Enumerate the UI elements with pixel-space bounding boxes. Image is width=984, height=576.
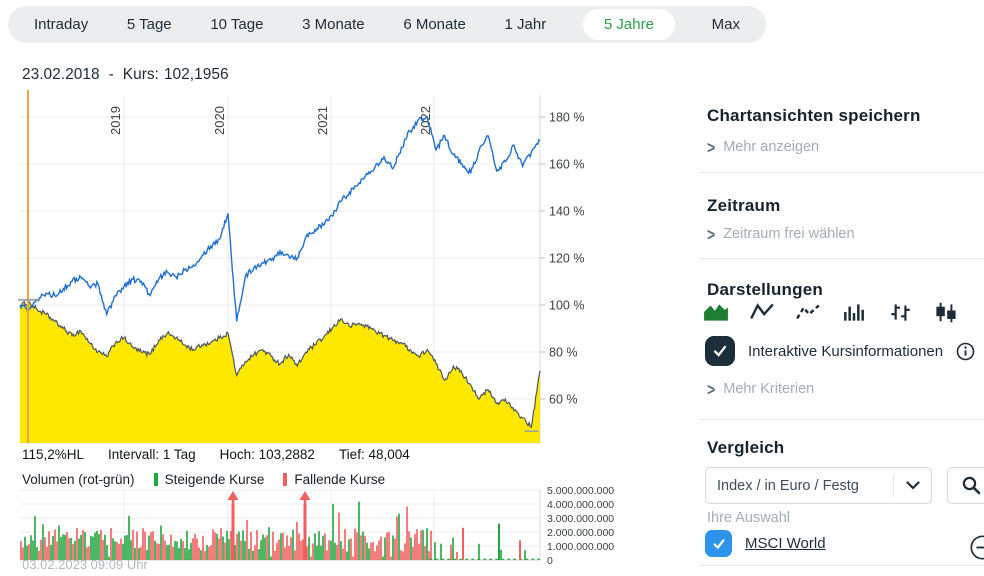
kurs-label: Kurs: — [122, 66, 159, 83]
show-more-label: Mehr anzeigen — [723, 139, 820, 155]
volume-title: Volumen (rot-grün) — [22, 472, 135, 487]
more-criteria-label: Mehr Kriterien — [723, 381, 815, 397]
volume-chart[interactable]: 5.000.000.000 4.000.000.000 3.000.000.000 2… — [0, 485, 660, 567]
msci-world-row: MSCI World — [705, 530, 826, 557]
svg-text:120 %: 120 % — [549, 252, 584, 266]
falling-swatch-icon — [283, 473, 288, 486]
divider — [700, 258, 984, 259]
kurs-value: 102,1956 — [163, 66, 229, 83]
tab-3-monate[interactable]: 3 Monate — [302, 16, 365, 33]
tab-6-monate[interactable]: 6 Monate — [403, 16, 466, 33]
line-chart-icon[interactable] — [749, 301, 775, 323]
rising-label: Steigende Kurse — [164, 472, 265, 487]
svg-text:180 %: 180 % — [549, 111, 584, 125]
divider — [893, 474, 894, 497]
vergleich-heading: Vergleich — [707, 438, 785, 457]
darstellungen-heading: Darstellungen — [707, 280, 823, 299]
divider — [700, 419, 984, 420]
chevron-down-icon — [894, 481, 931, 490]
tab-10-tage[interactable]: 10 Tage — [210, 16, 264, 33]
dashed-line-chart-icon[interactable] — [795, 301, 821, 323]
legend-falling: Fallende Kurse — [283, 472, 385, 487]
msci-world-link[interactable]: MSCI World — [745, 535, 826, 552]
svg-text:140 %: 140 % — [549, 205, 584, 219]
svg-text:2.000.000.000: 2.000.000.000 — [547, 527, 614, 539]
svg-text:4.000.000.000: 4.000.000.000 — [547, 499, 614, 511]
show-more-link[interactable]: > Mehr anzeigen — [707, 137, 820, 157]
search-icon — [961, 475, 982, 496]
quote-timestamp: 03.02.2023 09:09 Uhr — [22, 557, 148, 572]
comparison-search-button[interactable] — [947, 467, 984, 504]
svg-text:80 %: 80 % — [549, 346, 578, 360]
svg-text:5.000.000.000: 5.000.000.000 — [547, 485, 614, 497]
cursor-separator: - — [108, 66, 114, 83]
interactive-info-row: Interaktive Kursinformationen — [705, 336, 975, 366]
svg-text:2021: 2021 — [315, 106, 330, 135]
cursor-date: 23.02.2018 — [22, 66, 100, 83]
more-criteria-link[interactable]: > Mehr Kriterien — [707, 379, 815, 399]
divider — [700, 565, 984, 566]
area-chart-icon[interactable] — [703, 301, 729, 323]
free-range-label: Zeitraum frei wählen — [723, 226, 855, 242]
stat-hl: 115,2%HL — [22, 447, 85, 462]
zeitraum-heading: Zeitraum — [707, 196, 781, 215]
stat-low: Tief: 48,004 — [338, 447, 410, 462]
save-views-heading: Chartansichten speichern — [707, 106, 921, 125]
info-icon[interactable] — [956, 342, 975, 361]
comparison-select-value: Index / in Euro / Festg — [717, 477, 859, 494]
tab-intraday[interactable]: Intraday — [34, 16, 89, 33]
svg-text:100 %: 100 % — [549, 299, 584, 313]
chart-stats: 115,2%HL Intervall: 1 Tag Hoch: 103,2882… — [22, 447, 410, 462]
chevron-right-icon: > — [707, 224, 716, 244]
svg-text:0: 0 — [547, 555, 553, 567]
svg-text:160 %: 160 % — [549, 158, 584, 172]
tab-5-jahre[interactable]: 5 Jahre — [582, 9, 675, 40]
divider — [700, 172, 984, 173]
svg-text:3.000.000.000: 3.000.000.000 — [547, 513, 614, 525]
svg-text:60 %: 60 % — [549, 393, 578, 407]
free-range-link[interactable]: > Zeitraum frei wählen — [707, 224, 855, 244]
cursor-info: 23.02.2018 - Kurs: 102,1956 — [22, 66, 229, 84]
falling-label: Fallende Kurse — [294, 472, 386, 487]
tab-max[interactable]: Max — [711, 16, 740, 33]
rising-swatch-icon — [153, 473, 158, 486]
comparison-select[interactable]: Index / in Euro / Festg — [705, 467, 932, 504]
chart-type-icons — [703, 301, 959, 323]
your-selection-label: Ihre Auswahl — [707, 510, 791, 526]
interactive-info-checkbox[interactable] — [705, 336, 735, 366]
candlestick-chart-icon[interactable] — [933, 301, 959, 323]
period-tabbar: Intraday 5 Tage 10 Tage 3 Monate 6 Monat… — [8, 6, 766, 43]
price-chart[interactable]: 180 % 160 % 140 % 120 % 100 % 80 % 60 % 2019 202… — [0, 88, 660, 445]
ohlc-chart-icon[interactable] — [887, 301, 913, 323]
svg-text:1.000.000.000: 1.000.000.000 — [547, 541, 614, 553]
volume-legend: Volumen (rot-grün) Steigende Kurse Falle… — [22, 472, 385, 487]
svg-text:2022: 2022 — [418, 106, 433, 135]
tab-1-jahr[interactable]: 1 Jahr — [504, 16, 547, 33]
bar-chart-icon[interactable] — [841, 301, 867, 323]
msci-world-checkbox[interactable] — [705, 530, 732, 557]
svg-text:2020: 2020 — [212, 106, 227, 135]
tab-5-tage[interactable]: 5 Tage — [126, 16, 172, 33]
remove-comparison-icon[interactable] — [969, 534, 984, 566]
legend-rising: Steigende Kurse — [153, 472, 265, 487]
chevron-right-icon: > — [707, 137, 716, 157]
chevron-right-icon: > — [707, 379, 716, 399]
stat-high: Hoch: 103,2882 — [219, 447, 315, 462]
svg-text:2019: 2019 — [108, 106, 123, 135]
stat-interval: Intervall: 1 Tag — [108, 447, 196, 462]
interactive-info-label: Interaktive Kursinformationen — [748, 342, 944, 360]
